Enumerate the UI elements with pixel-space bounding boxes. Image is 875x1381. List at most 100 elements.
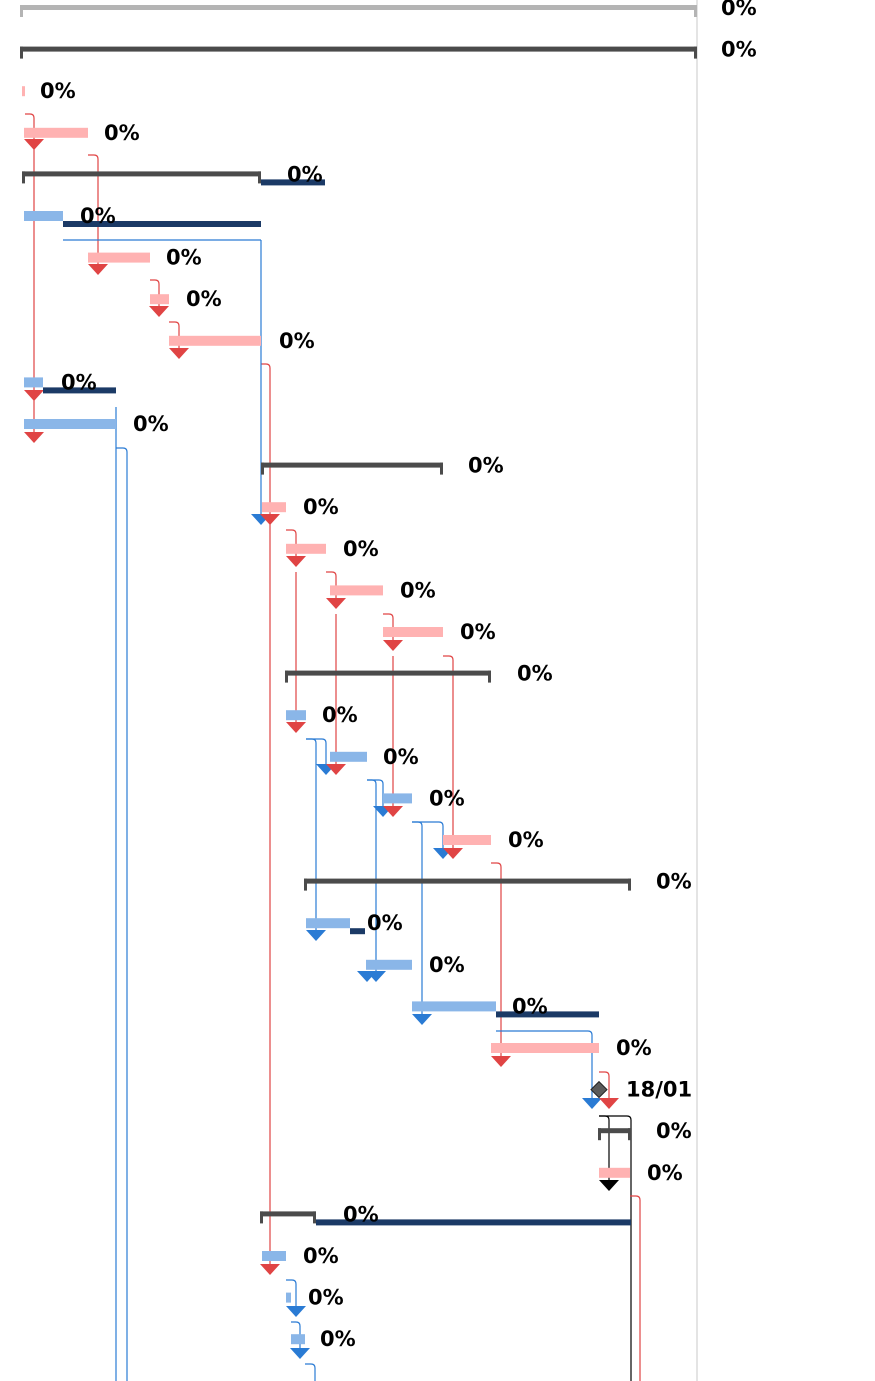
dependency-link [88,154,99,270]
progress-label: 0% [322,703,358,727]
link-arrow-icon [366,971,386,982]
progress-label: 0% [320,1327,356,1351]
task-bar [24,377,43,388]
link-arrow-icon [290,1348,310,1359]
progress-label: 0% [166,246,202,270]
task-bar [330,751,367,762]
progress-label: 0% [104,121,140,145]
progress-label: 0% [429,953,465,977]
link-arrow-icon [286,1306,306,1317]
progress-label: 0% [80,204,116,228]
progress-label: 0% [517,662,553,686]
progress-label: 0% [303,1244,339,1268]
dependency-link [412,821,423,1020]
slack-bar [350,928,365,935]
summary-bar [261,462,443,475]
progress-label: 0% [647,1161,683,1185]
progress-label: 0% [400,578,436,602]
task-bar [291,1334,305,1345]
critical-task-bar [383,627,443,637]
link-arrow-icon [286,556,306,567]
dependency-link [286,1279,297,1312]
task-bar [383,793,412,804]
critical-task-bar [491,1043,599,1053]
dependency-link [286,529,297,562]
dependency-link [496,1030,593,1104]
progress-label: 0% [721,38,757,62]
milestone-diamond-icon [590,1080,608,1099]
task-bar [286,1292,291,1303]
progress-label: 0% [468,454,504,478]
dependency-link [150,279,160,312]
progress-label: 0% [367,911,403,935]
link-arrow-icon [24,139,44,150]
dependency-link [367,779,377,977]
slack-bar [496,1011,599,1018]
link-arrow-icon [491,1056,511,1067]
critical-task-bar [150,294,169,305]
progress-label: 0% [512,994,548,1018]
summary-bar [22,171,261,184]
dependency-link [306,738,327,770]
critical-task-bar [286,543,326,554]
critical-task-bar [443,835,491,845]
task-bar [286,710,306,721]
progress-label: 0% [40,79,76,103]
progress-label: 0% [383,745,419,769]
summary-bar [260,1211,316,1224]
progress-label: 0% [656,870,692,894]
critical-task-bar [88,252,150,263]
dependency-link [412,821,444,854]
link-arrow-icon [286,722,306,733]
dependency-link [443,655,454,856]
progress-label: 0% [343,1202,379,1226]
task-bars [20,5,697,1345]
link-arrow-icon [260,514,280,525]
link-arrow-icon [88,264,108,275]
dependency-link [169,321,180,354]
link-arrow-icon [443,848,463,859]
link-arrow-icon [383,806,403,817]
dependency-link [306,738,317,936]
link-arrow-icon [24,432,44,443]
link-arrow-icon [169,348,189,359]
dependency-link [116,447,128,1381]
critical-task-bar [22,86,25,97]
link-arrow-icon [599,1180,619,1191]
summary-bar [20,46,697,59]
dependency-link [599,1071,610,1104]
task-bar [24,419,116,429]
dependency-link [599,1115,632,1381]
slack-bar [316,1219,631,1226]
task-bar [262,1251,286,1261]
task-bar [306,918,350,929]
progress-label: 0% [308,1286,344,1310]
critical-task-bar [599,1167,630,1178]
critical-task-bar [24,127,88,138]
progress-label: 0% [460,620,496,644]
progress-label: 0% [656,1119,692,1143]
dependency-link [305,1363,316,1381]
critical-task-bar [330,585,383,596]
link-arrow-icon [582,1098,602,1109]
dependency-link [291,1321,301,1354]
slack-bar [43,387,116,394]
progress-label: 0% [287,162,323,186]
dependency-link [326,571,337,604]
progress-label: 18/01 [626,1078,692,1102]
task-bar [366,959,412,970]
critical-task-bar [262,502,286,513]
link-arrow-icon [306,930,326,941]
progress-label: 0% [279,329,315,353]
link-arrow-icon [599,1098,619,1109]
slack-bar [261,179,325,186]
link-arrow-icon [149,306,169,317]
progress-label: 0% [61,370,97,394]
link-arrow-icon [383,640,403,651]
progress-label: 0% [186,287,222,311]
progress-label: 0% [616,1036,652,1060]
link-arrow-icon [24,390,44,401]
task-bar [24,211,63,221]
progress-labels: 0% 0% 0% 0% 0% 0% 0% 0% 0% 0% 0% 0% 0% 0% 0% 0% 0% 0% 0% 0%… [40,0,757,1351]
